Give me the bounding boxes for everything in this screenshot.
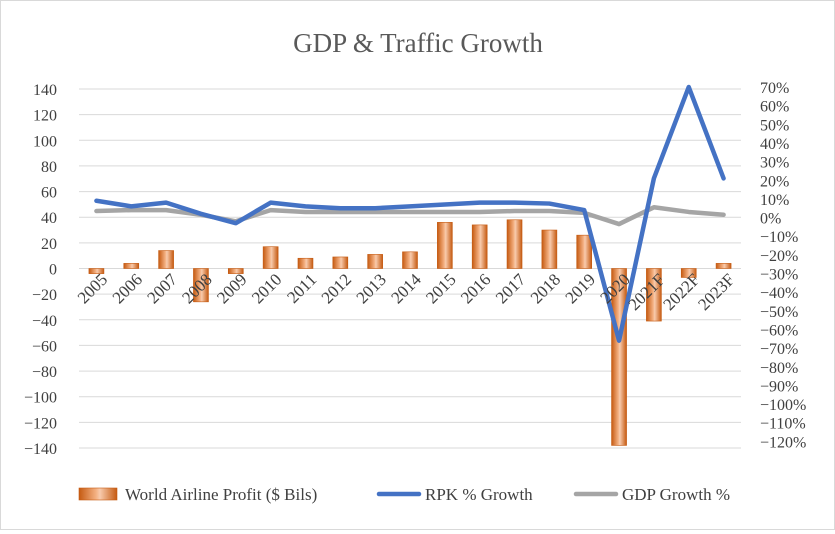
profit-bar — [680, 268, 697, 278]
profit-bar — [262, 246, 279, 269]
left-tick-label: 60 — [41, 185, 57, 202]
category-label: 2015 — [422, 270, 459, 307]
category-label: 2008 — [178, 270, 215, 307]
gridlines — [79, 88, 741, 449]
left-tick-label: 0 — [49, 262, 57, 279]
left-tick-label: 120 — [33, 108, 57, 125]
right-tick-label: −100% — [760, 397, 806, 414]
right-tick-label: −20% — [760, 248, 798, 265]
profit-bar — [402, 251, 418, 269]
right-tick-label: 10% — [760, 192, 789, 209]
legend-profit-swatch — [78, 487, 118, 501]
profit-bar — [227, 268, 244, 274]
profit-bar — [297, 257, 314, 269]
category-label: 2016 — [457, 270, 494, 307]
left-tick-label: −40 — [32, 313, 57, 330]
category-label: 2009 — [213, 270, 250, 307]
right-tick-label: −30% — [760, 267, 798, 284]
left-tick-label: 80 — [41, 159, 57, 176]
profit-bar — [541, 229, 558, 269]
profit-bar — [471, 224, 488, 269]
profit-bar — [437, 222, 453, 269]
right-tick-label: 20% — [760, 173, 789, 190]
left-tick-label: −140 — [24, 441, 57, 458]
profit-bar — [88, 268, 105, 274]
category-label: 2014 — [387, 270, 425, 308]
left-tick-label: −120 — [24, 415, 57, 432]
right-tick-label: 40% — [760, 136, 789, 153]
category-labels: 2005200620072008200920102011201220132014… — [74, 270, 739, 315]
right-tick-label: 0% — [760, 211, 781, 228]
left-tick-label: −60 — [32, 338, 57, 355]
profit-bar — [646, 268, 662, 322]
category-label: 2010 — [248, 270, 285, 307]
profit-bar — [576, 234, 593, 269]
right-tick-label: 30% — [760, 155, 789, 172]
legend-rpk-label: RPK % Growth — [425, 485, 533, 504]
category-label: 2018 — [527, 270, 564, 307]
category-label: 2007 — [143, 270, 181, 308]
profit-bar — [367, 254, 383, 269]
legend-gdp-label: GDP Growth % — [622, 485, 730, 504]
right-tick-label: −50% — [760, 304, 798, 321]
left-tick-label: 40 — [41, 210, 57, 227]
profit-bar — [158, 250, 174, 269]
left-tick-label: 20 — [41, 236, 57, 253]
right-tick-label: −110% — [760, 416, 806, 433]
left-tick-label: −20 — [32, 287, 57, 304]
left-tick-label: −80 — [32, 364, 57, 381]
category-label: 2023F — [694, 270, 738, 314]
left-axis-ticks: 140 120 100 80 60 40 20 0 −20 −40 −60 −80 −100 −120 −1… — [24, 82, 57, 458]
right-tick-label: −40% — [760, 285, 798, 302]
chart-title: GDP & Traffic Growth — [293, 28, 543, 58]
legend-profit-label: World Airline Profit ($ Bils) — [125, 485, 317, 504]
series-lines — [94, 84, 726, 343]
profit-bars — [88, 219, 732, 446]
left-tick-label: 140 — [33, 82, 57, 99]
profit-bar — [715, 263, 732, 269]
category-label: 2019 — [562, 270, 599, 307]
right-tick-label: −60% — [760, 322, 798, 339]
right-tick-label: −90% — [760, 378, 798, 395]
category-label: 2013 — [353, 270, 390, 307]
profit-bar — [332, 256, 349, 269]
right-tick-label: −10% — [760, 229, 798, 246]
right-tick-label: −120% — [760, 434, 806, 451]
right-tick-label: 60% — [760, 99, 789, 116]
profit-bar — [123, 263, 140, 269]
right-tick-label: 70% — [760, 80, 789, 97]
category-label: 2017 — [492, 270, 530, 308]
left-tick-label: −100 — [24, 390, 57, 407]
profit-bar — [193, 268, 209, 303]
rpk-growth-line — [94, 84, 726, 343]
right-tick-label: −80% — [760, 360, 798, 377]
profit-bar — [506, 219, 523, 269]
category-label: 2005 — [74, 270, 111, 307]
category-label: 2012 — [318, 270, 355, 307]
right-axis-ticks: 70% 60%50% 40% 30%20% 10% 0%−10% −20% −30%−40% −… — [760, 80, 806, 451]
left-tick-label: 100 — [33, 133, 57, 150]
right-tick-label: 50% — [760, 117, 789, 134]
right-tick-label: −70% — [760, 341, 798, 358]
category-label: 2011 — [283, 270, 320, 307]
category-label: 2006 — [109, 270, 146, 307]
legend: World Airline Profit ($ Bils) RPK % Growt… — [78, 485, 730, 504]
